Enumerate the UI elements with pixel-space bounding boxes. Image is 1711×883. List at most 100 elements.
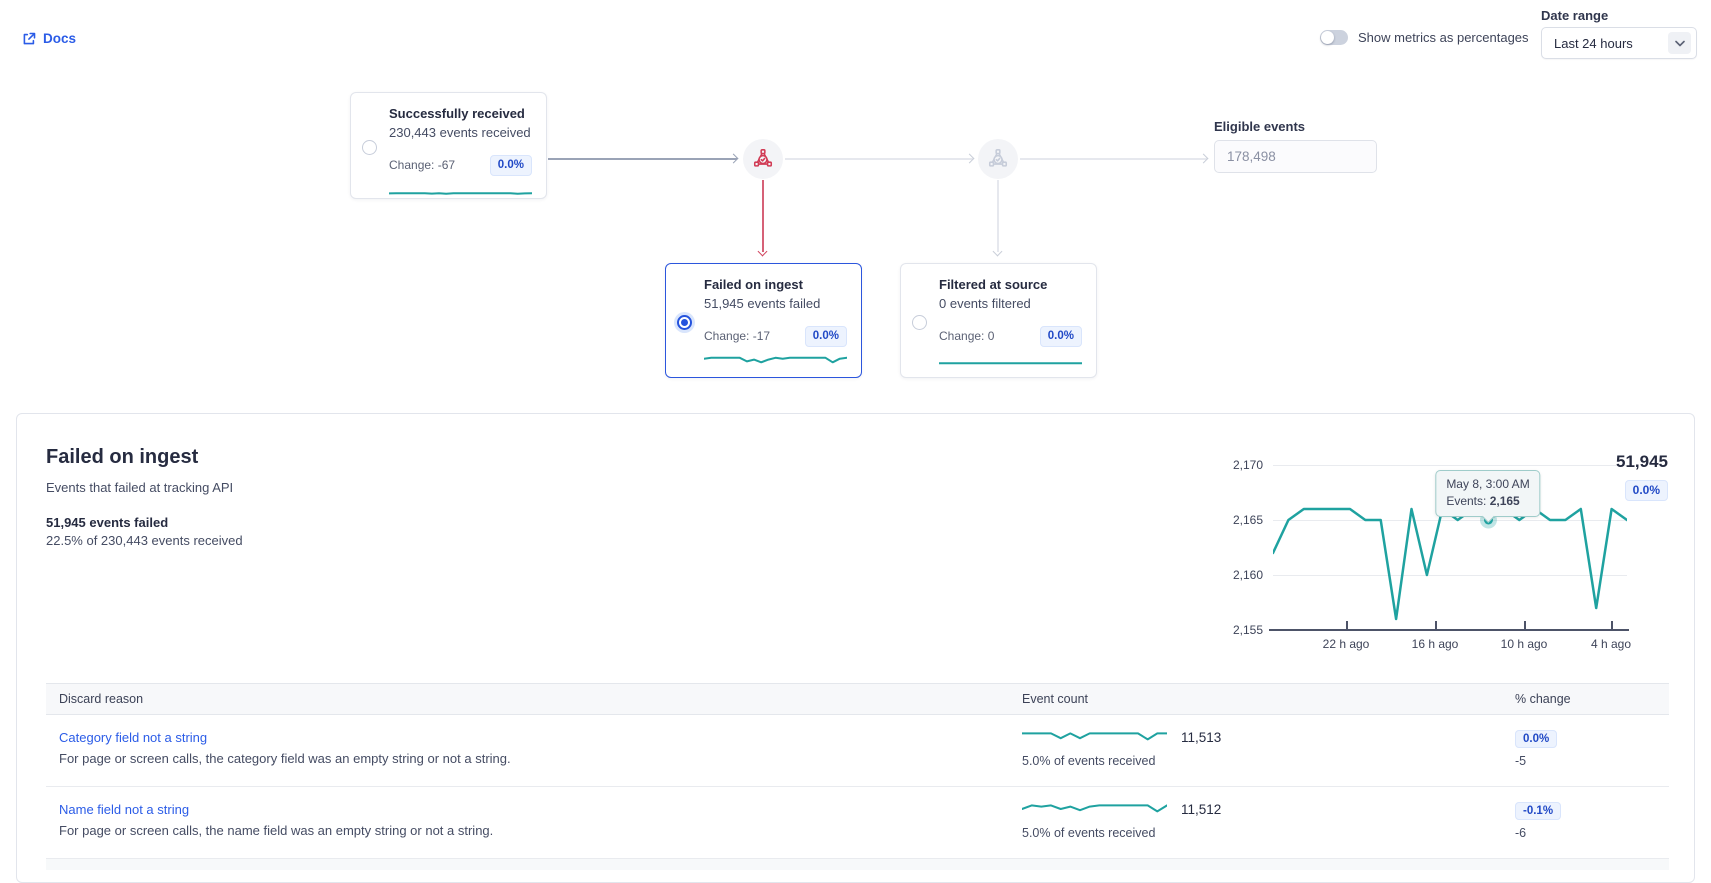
toggle-knob — [1321, 31, 1334, 44]
connector-ingest-to-source — [785, 158, 973, 160]
summary-badge: 0.0% — [1624, 480, 1668, 501]
gridline — [1273, 520, 1627, 521]
failed-radio[interactable] — [677, 314, 692, 330]
card-successfully-received[interactable]: Successfully received 230,443 events rec… — [350, 92, 547, 199]
event-count: 11,513 — [1181, 729, 1222, 745]
event-share: 5.0% of events received — [1022, 754, 1156, 768]
y-tick-label: 2,160 — [1232, 568, 1263, 582]
arrowhead-right-icon — [1198, 153, 1209, 164]
card-subtitle: 51,945 events failed — [704, 296, 821, 312]
discard-reason-description: For page or screen calls, the category f… — [59, 751, 511, 766]
discard-reasons-table: Discard reason Event count % change Cate… — [46, 683, 1669, 870]
connector-ingest-to-failed-card — [762, 180, 764, 252]
failed-sparkline — [703, 354, 848, 372]
table-row: Category field not a string For page or … — [46, 715, 1669, 787]
card-subtitle: 0 events filtered — [939, 296, 1031, 312]
x-tick-label: 4 h ago — [1590, 637, 1632, 651]
event-share: 5.0% of events received — [1022, 826, 1156, 840]
count-delta: -6 — [1515, 826, 1527, 840]
external-link-icon — [23, 32, 36, 44]
arrowhead-right-icon — [964, 153, 975, 164]
metrics-toggle-label: Show metrics as percentages — [1358, 30, 1529, 45]
count-delta: -5 — [1515, 754, 1527, 768]
chart-summary: 51,945 0.0% — [1616, 452, 1668, 501]
arrowhead-down-icon — [992, 246, 1003, 257]
discard-reason-link[interactable]: Name field not a string — [59, 802, 190, 817]
column-percent-change: % change — [1515, 692, 1571, 706]
filtered-at-source-node — [978, 139, 1018, 179]
x-tick-label: 10 h ago — [1500, 637, 1548, 651]
table-row: Name field not a string For page or scre… — [46, 787, 1669, 859]
row-sparkline — [1021, 801, 1168, 817]
column-event-count: Event count — [1022, 692, 1089, 706]
change-badge: 0.0% — [1039, 326, 1082, 347]
eligible-events-label: Eligible events — [1214, 119, 1306, 134]
metrics-toggle-group: Show metrics as percentages — [1320, 30, 1529, 45]
date-range-label: Date range — [1541, 8, 1609, 23]
change-label: Change: 0 — [939, 329, 995, 344]
failed-on-ingest-node — [743, 139, 783, 179]
chevron-down-icon — [1668, 32, 1691, 54]
summary-total: 51,945 — [1616, 452, 1668, 471]
x-tick — [1611, 621, 1613, 630]
x-tick — [1435, 621, 1437, 630]
event-count: 11,512 — [1181, 801, 1222, 817]
card-filtered-at-source[interactable]: Filtered at source 0 events filtered Cha… — [900, 263, 1097, 378]
y-tick-label: 2,165 — [1232, 513, 1263, 527]
table-header: Discard reason Event count % change — [46, 683, 1669, 715]
tooltip-events-value: 2,165 — [1489, 494, 1520, 509]
date-range-value: Last 24 hours — [1554, 35, 1633, 51]
column-discard-reason: Discard reason — [59, 692, 144, 706]
events-failed-stat: 51,945 events failed — [46, 515, 169, 530]
change-badge: 0.0% — [489, 155, 532, 176]
percent-change-badge: -0.1% — [1515, 802, 1562, 820]
filtered-sparkline — [938, 354, 1083, 372]
card-title: Failed on ingest — [704, 277, 803, 292]
x-axis-line — [1269, 629, 1629, 631]
connector-source-to-eligible — [1020, 158, 1207, 160]
panel-subtitle: Events that failed at tracking API — [46, 480, 234, 495]
connector-received-to-ingest — [548, 158, 737, 160]
row-sparkline — [1021, 729, 1168, 745]
metrics-percentage-toggle[interactable] — [1320, 30, 1348, 45]
discard-reason-link[interactable]: Category field not a string — [59, 730, 208, 745]
schema-check-icon — [753, 149, 773, 167]
change-label: Change: -67 — [389, 158, 456, 173]
received-radio[interactable] — [362, 139, 377, 155]
gridline — [1273, 465, 1627, 466]
received-sparkline — [388, 183, 533, 201]
discard-reason-description: For page or screen calls, the name field… — [59, 823, 494, 838]
filtered-radio[interactable] — [912, 314, 927, 330]
x-tick — [1524, 621, 1526, 630]
events-received-share-stat: 22.5% of 230,443 events received — [46, 533, 243, 548]
failed-on-ingest-panel: Failed on ingest Events that failed at t… — [16, 413, 1695, 883]
x-tick — [1346, 621, 1348, 630]
x-tick-label: 16 h ago — [1411, 637, 1459, 651]
x-tick-label: 22 h ago — [1322, 637, 1370, 651]
arrowhead-down-icon — [757, 246, 768, 257]
eligible-events-input: 178,498 — [1214, 140, 1377, 173]
arrowhead-right-icon — [728, 153, 739, 164]
percent-change-badge: 0.0% — [1515, 730, 1558, 748]
panel-title: Failed on ingest — [46, 446, 199, 468]
card-title: Successfully received — [389, 106, 525, 121]
card-subtitle: 230,443 events received — [389, 125, 531, 141]
eligible-events-value: 178,498 — [1227, 149, 1276, 164]
card-failed-on-ingest[interactable]: Failed on ingest 51,945 events failed Ch… — [665, 263, 862, 378]
table-row-partial — [46, 859, 1669, 870]
connector-source-to-filtered-card — [997, 180, 999, 252]
change-label: Change: -17 — [704, 329, 771, 344]
tooltip-date: May 8, 3:00 AM — [1446, 477, 1530, 491]
date-range-select[interactable]: Last 24 hours — [1541, 27, 1697, 59]
schema-check-icon — [988, 149, 1008, 167]
docs-link[interactable]: Docs — [22, 31, 76, 46]
change-badge: 0.0% — [804, 326, 847, 347]
y-tick-label: 2,170 — [1232, 458, 1263, 472]
card-title: Filtered at source — [939, 277, 1048, 292]
y-tick-label: 2,155 — [1232, 623, 1263, 637]
gridline — [1273, 575, 1627, 576]
chart-tooltip: May 8, 3:00 AM Events: 2,165 — [1435, 470, 1541, 517]
docs-label: Docs — [43, 31, 77, 46]
tooltip-events-label: Events: — [1446, 494, 1487, 509]
